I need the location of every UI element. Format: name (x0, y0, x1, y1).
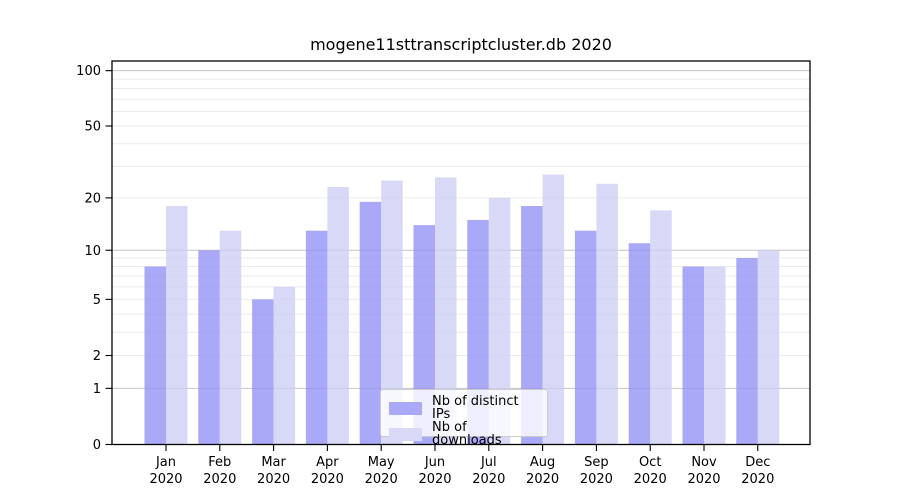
y-tick-label-100: 100 (76, 64, 101, 79)
bar-distinct-ips-mar (252, 299, 274, 445)
x-tick-label-year-apr: 2020 (311, 472, 344, 487)
x-tick-label-year-may: 2020 (365, 472, 398, 487)
x-tick-label-year-feb: 2020 (203, 472, 236, 487)
x-tick-label-month-nov: Nov (691, 455, 717, 470)
legend-label-distinct-ips: Nb of distinct IPs (432, 394, 519, 422)
x-tick-label-year-jan: 2020 (149, 472, 182, 487)
x-tick-label-month-mar: Mar (261, 455, 286, 470)
bar-distinct-ips-dec (736, 257, 758, 445)
x-tick-label-month-jan: Jan (155, 455, 176, 470)
x-tick-label-year-jun: 2020 (418, 472, 451, 487)
bar-distinct-ips-jan (144, 266, 166, 445)
legend-item-distinct-ips: Nb of distinct IPs (389, 395, 539, 421)
x-tick-label-year-sep: 2020 (580, 472, 613, 487)
bar-downloads-dec (757, 250, 780, 445)
bar-downloads-aug (542, 174, 565, 445)
legend-swatch-downloads (389, 427, 422, 441)
chart-title: mogene11sttranscriptcluster.db 2020 (310, 35, 612, 54)
y-tick-label-10: 10 (84, 244, 101, 259)
bar-downloads-may (381, 180, 403, 445)
bar-distinct-ips-apr (305, 230, 328, 445)
bar-downloads-sep (596, 183, 618, 445)
bar-downloads-nov (704, 266, 726, 445)
x-tick-label-month-may: May (368, 455, 395, 470)
x-tick-label-year-mar: 2020 (257, 472, 290, 487)
x-tick-label-year-nov: 2020 (687, 472, 720, 487)
x-tick-label-year-oct: 2020 (634, 472, 667, 487)
x-tick-label-month-jul: Jul (480, 455, 497, 470)
x-tick-label-month-sep: Sep (584, 455, 609, 470)
x-tick-label-month-oct: Oct (639, 455, 661, 470)
bar-downloads-jul (488, 197, 511, 445)
bar-distinct-ips-sep (574, 230, 597, 445)
bar-downloads-feb (219, 230, 242, 445)
x-tick-label-month-jun: Jun (424, 455, 445, 470)
bar-downloads-oct (650, 210, 672, 445)
bar-distinct-ips-nov (682, 266, 704, 445)
bar-downloads-jun (435, 177, 457, 445)
bar-distinct-ips-may (359, 201, 382, 445)
y-tick-label-20: 20 (84, 191, 101, 206)
bar-distinct-ips-feb (198, 250, 220, 445)
bar-distinct-ips-jul (467, 219, 489, 445)
legend-item-downloads: Nb of downloads (389, 421, 539, 447)
x-tick-label-month-feb: Feb (208, 455, 231, 470)
x-tick-label-month-apr: Apr (316, 455, 339, 470)
legend-label-downloads: Nb of downloads (432, 420, 502, 448)
bar-downloads-jan (166, 205, 188, 445)
y-tick-label-2: 2 (93, 349, 101, 364)
x-tick-label-month-aug: Aug (530, 455, 555, 470)
bar-downloads-apr (327, 187, 349, 445)
y-tick-label-5: 5 (93, 293, 101, 308)
y-tick-label-1: 1 (93, 382, 101, 397)
legend-swatch-distinct-ips (389, 401, 422, 415)
x-tick-label-year-jul: 2020 (472, 472, 505, 487)
x-tick-label-year-dec: 2020 (741, 472, 774, 487)
y-tick-label-0: 0 (93, 438, 101, 453)
bar-distinct-ips-aug (521, 205, 543, 445)
y-tick-label-50: 50 (84, 120, 101, 135)
bar-distinct-ips-oct (628, 243, 651, 445)
x-tick-label-year-aug: 2020 (526, 472, 559, 487)
x-tick-label-month-dec: Dec (745, 455, 770, 470)
bar-downloads-mar (273, 286, 296, 445)
legend: Nb of distinct IPs Nb of downloads (380, 389, 548, 447)
plot-border (111, 60, 811, 446)
